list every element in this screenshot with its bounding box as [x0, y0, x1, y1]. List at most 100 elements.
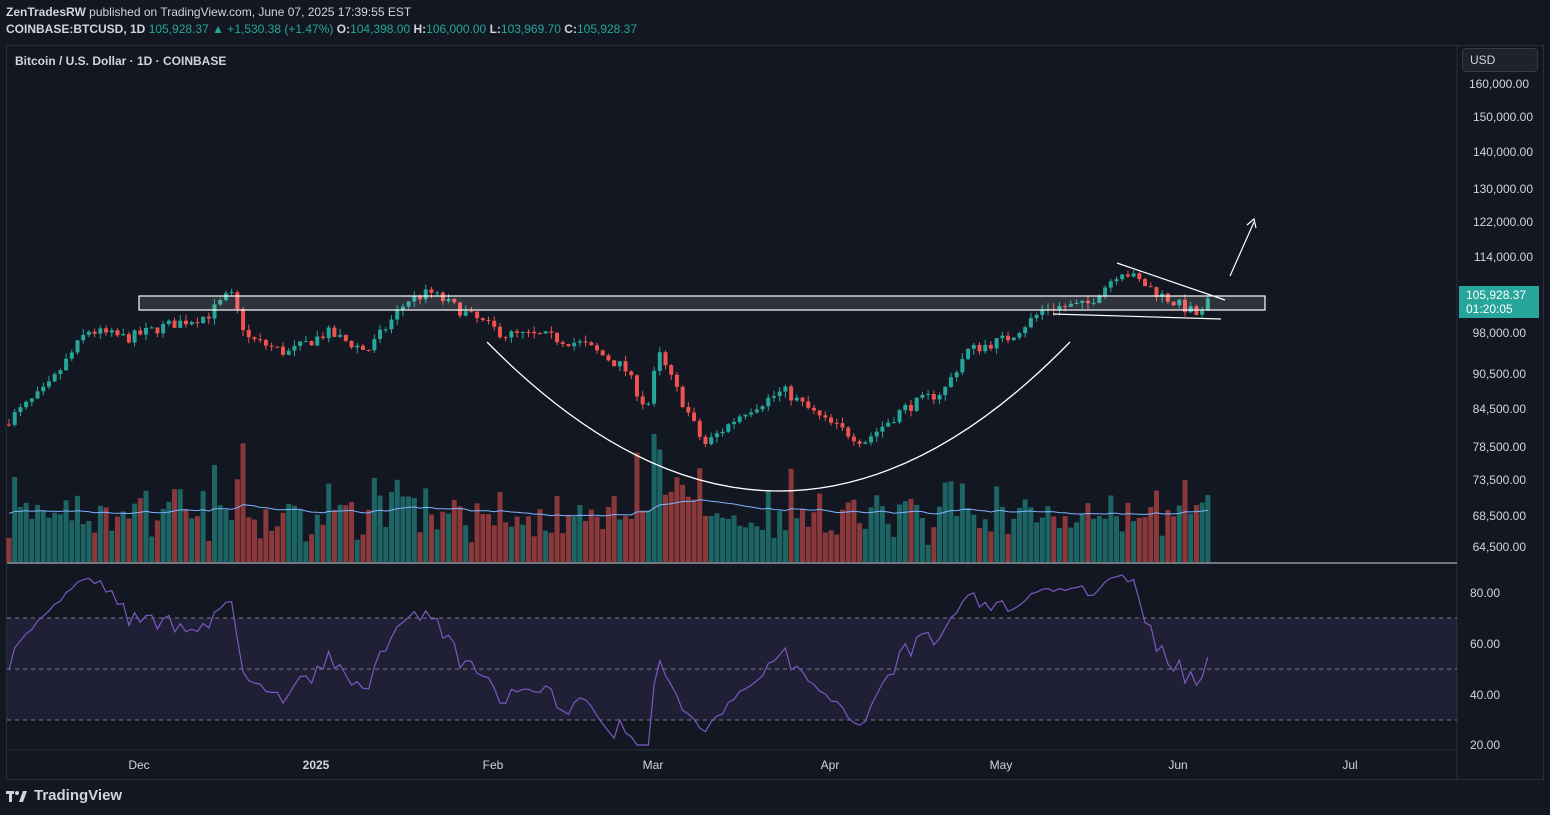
volume-bar: [491, 525, 497, 562]
cup-curve[interactable]: [486, 341, 1071, 492]
flag-upper-line[interactable]: [1116, 262, 1226, 301]
high-label: H:: [413, 22, 427, 36]
candle-body: [583, 341, 588, 343]
candle-body: [1171, 301, 1176, 306]
volume-bar: [349, 502, 355, 562]
volume-bar: [177, 489, 183, 562]
candle-body: [794, 397, 799, 401]
volume-bar: [1108, 495, 1114, 562]
volume-bars: [6, 434, 1211, 562]
candle-body: [1091, 302, 1096, 304]
volume-bar: [326, 483, 332, 562]
candle-body: [960, 359, 965, 373]
volume-bar: [240, 443, 246, 562]
candle-body: [612, 360, 617, 367]
candle-body: [218, 300, 223, 305]
volume-bar: [388, 491, 394, 562]
volume-bar: [1034, 522, 1040, 562]
volume-bar: [269, 530, 275, 562]
time-tick: 2025: [303, 758, 330, 772]
volume-bar: [457, 506, 463, 562]
price-tick: 73,500.00: [1473, 473, 1527, 487]
candle-body: [332, 327, 337, 337]
candle-body: [29, 398, 34, 402]
candle-body: [104, 328, 109, 333]
volume-bar: [480, 513, 486, 562]
candle-body: [69, 352, 74, 359]
candle-body: [412, 295, 417, 302]
price-tick: 90,500.00: [1473, 367, 1527, 381]
candle-body: [457, 302, 462, 316]
volume-bar: [725, 518, 731, 562]
candle-body: [663, 352, 668, 366]
volume-bar: [822, 532, 828, 562]
volume-bar: [440, 511, 446, 562]
publisher-line: ZenTradesRW published on TradingView.com…: [6, 5, 411, 19]
candle-body: [115, 330, 120, 336]
candle-body: [840, 423, 845, 428]
tradingview-logo[interactable]: TradingView: [6, 787, 122, 804]
volume-bar: [406, 496, 412, 562]
candle-body: [954, 372, 959, 378]
candle-body: [263, 339, 268, 346]
breakout-arrow[interactable]: [1229, 221, 1255, 277]
volume-bar: [229, 520, 235, 562]
candle-body: [1137, 273, 1142, 280]
volume-bar: [337, 504, 343, 562]
candle-body: [634, 375, 639, 397]
candle-body: [920, 394, 925, 398]
volume-bar: [86, 521, 92, 562]
volume-bar: [868, 507, 874, 562]
volume-bar: [697, 468, 703, 562]
volume-bar: [217, 505, 223, 562]
candle-body: [183, 320, 188, 325]
candle-body: [64, 358, 69, 371]
volume-bar: [965, 508, 971, 562]
rsi-line: [8, 574, 1209, 746]
candle-body: [41, 386, 46, 392]
candle-body: [235, 292, 240, 309]
candle-body: [1165, 293, 1170, 302]
volume-bar: [486, 514, 492, 562]
volume-bar: [600, 529, 606, 562]
candle-body: [292, 345, 297, 351]
candle-body: [12, 412, 17, 425]
volume-bar: [411, 498, 417, 562]
volume-bar: [982, 519, 988, 562]
volume-bar: [251, 519, 257, 562]
candle-body: [161, 324, 166, 334]
time-tick: Apr: [821, 758, 840, 772]
symbol-label: COINBASE:BTCUSD, 1D: [6, 22, 146, 36]
volume-bar: [651, 434, 657, 562]
flag-lower-line[interactable]: [1052, 313, 1222, 320]
volume-bar: [1171, 516, 1177, 562]
candle-body: [360, 345, 365, 350]
candle-body: [891, 422, 896, 424]
candle-body: [966, 348, 971, 360]
volume-bar: [845, 502, 851, 562]
candle-body: [1103, 287, 1108, 297]
volume-bar: [771, 537, 777, 562]
volume-bar: [274, 526, 280, 562]
candle-body: [811, 407, 816, 411]
candle-body: [720, 431, 725, 434]
author-name[interactable]: ZenTradesRW: [6, 5, 86, 19]
volume-bar: [120, 511, 126, 562]
resistance-zone[interactable]: [138, 295, 1266, 311]
currency-button[interactable]: USD: [1462, 48, 1538, 72]
volume-bar: [320, 524, 326, 562]
candle-body: [338, 334, 343, 337]
candle-body: [897, 410, 902, 423]
volume-bar: [1068, 527, 1074, 562]
volume-bar: [526, 516, 531, 562]
candle-body: [760, 406, 765, 410]
candle-body: [737, 416, 742, 422]
rsi-tick: 60.00: [1470, 637, 1500, 651]
volume-bar: [446, 513, 452, 562]
candle-body: [566, 344, 571, 347]
candle-body: [1154, 287, 1159, 297]
candle-body: [46, 381, 51, 387]
volume-bar: [857, 523, 863, 562]
volume-bar: [360, 534, 366, 562]
